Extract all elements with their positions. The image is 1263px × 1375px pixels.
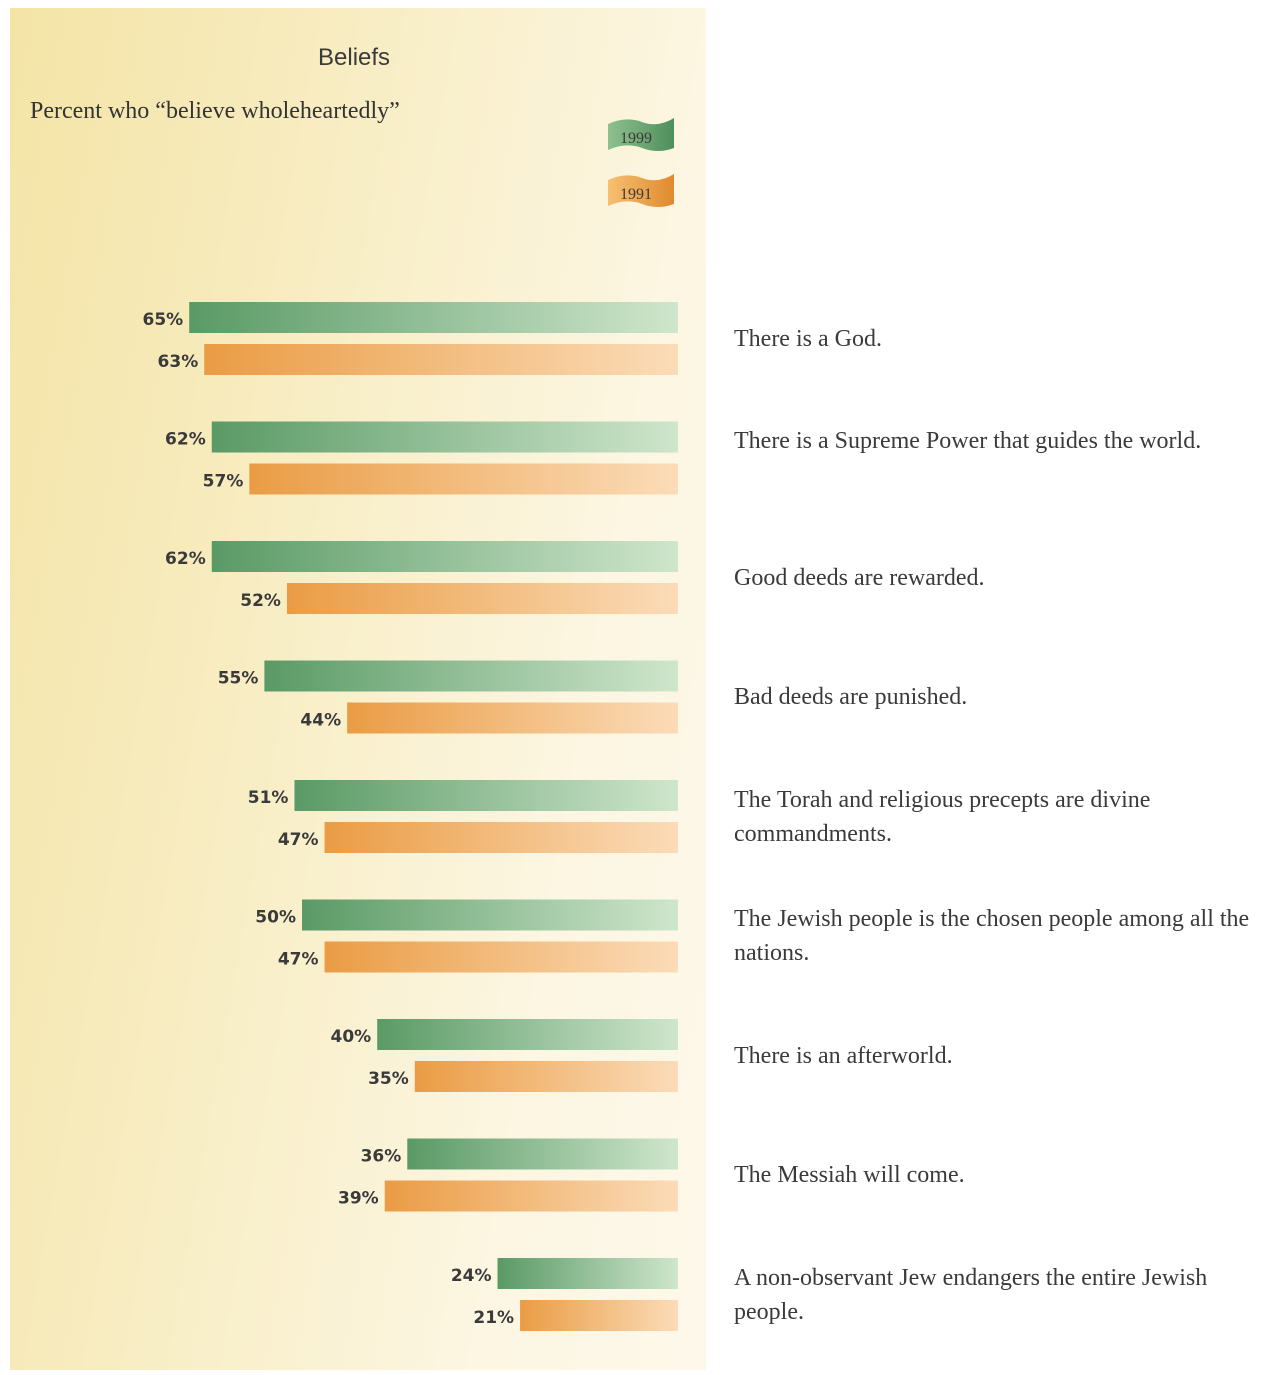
value-label-1999-4: 55% [218, 669, 259, 689]
value-label-1991-1: 63% [158, 352, 199, 372]
bar-1991-7 [414, 1061, 678, 1092]
bar-chart: 65% 63% 62% 57% 62% 52% 55% 44% 51% 47% 50% 47% 40% 3… [142, 302, 679, 1331]
bar-1999-6 [302, 899, 678, 931]
bar-1991-5 [324, 822, 678, 853]
bar-1991-8 [384, 1180, 678, 1212]
bar-1991-9 [520, 1300, 678, 1331]
bar-1991-2 [249, 463, 679, 495]
value-label-1999-2: 62% [165, 430, 206, 450]
value-label-1999-3: 62% [165, 549, 206, 569]
value-label-1999-7: 40% [330, 1027, 371, 1047]
value-label-1991-3: 52% [240, 591, 281, 611]
legend-item-1999: 1999 [608, 118, 674, 151]
value-label-1999-6: 50% [255, 908, 296, 928]
category-label-2: There is a Supreme Power that guides the… [734, 428, 1202, 454]
value-label-1991-9: 21% [473, 1308, 514, 1328]
category-label-5: The Torah and religious precepts are div… [734, 786, 1151, 847]
chart-title: Beliefs [318, 44, 391, 71]
category-label-6: The Jewish people is the chosen people a… [734, 906, 1250, 966]
category-label-8: The Messiah will come. [734, 1162, 965, 1188]
bar-1991-6 [324, 941, 678, 973]
bar-1991-4 [347, 702, 678, 734]
legend-label-1991: 1991 [620, 186, 652, 203]
category-label-9: A non-observant Jew endangers the entire… [734, 1264, 1208, 1325]
category-label-3: Good deeds are rewarded. [734, 564, 985, 591]
value-label-1991-7: 35% [368, 1069, 409, 1089]
bar-1999-3 [211, 541, 678, 572]
value-label-1999-1: 65% [142, 310, 183, 330]
chart-subtitle: Percent who “believe wholeheartedly” [30, 98, 400, 124]
bar-1999-7 [377, 1019, 678, 1050]
legend-item-1991: 1991 [608, 174, 674, 207]
legend-label-1999: 1999 [620, 130, 652, 147]
category-label-4: Bad deeds are punished. [734, 684, 968, 710]
value-label-1991-6: 47% [278, 950, 319, 970]
value-label-1999-8: 36% [361, 1147, 402, 1167]
legend-swatch-1991 [608, 174, 674, 207]
bar-1999-2 [211, 421, 678, 453]
bar-1999-5 [294, 780, 678, 811]
bar-1999-9 [497, 1258, 678, 1289]
bar-1999-4 [264, 660, 678, 692]
value-label-1999-9: 24% [451, 1266, 492, 1286]
bar-1991-3 [286, 583, 678, 614]
category-label-1: There is a God. [734, 325, 882, 352]
bar-1999-1 [189, 302, 678, 333]
bar-1999-8 [407, 1138, 678, 1170]
value-label-1991-8: 39% [338, 1189, 379, 1209]
bar-1991-1 [204, 344, 679, 375]
value-label-1991-2: 57% [203, 472, 244, 492]
legend-swatch-1999 [608, 118, 674, 151]
value-label-1991-5: 47% [278, 830, 319, 850]
value-label-1991-4: 44% [300, 711, 341, 731]
value-label-1999-5: 51% [248, 788, 289, 808]
category-label-7: There is an afterworld. [734, 1042, 953, 1069]
